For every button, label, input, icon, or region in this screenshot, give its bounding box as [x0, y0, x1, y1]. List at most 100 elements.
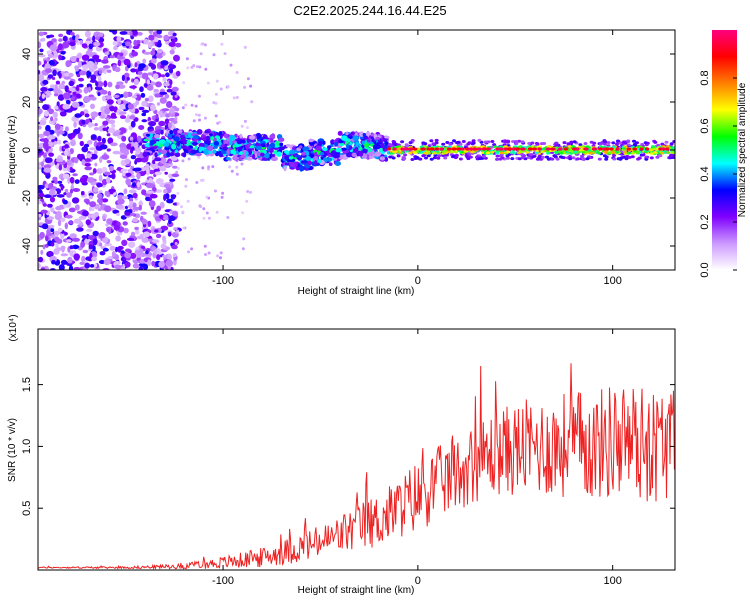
- spectrogram-point: [632, 139, 636, 143]
- spectrogram-point: [136, 181, 141, 188]
- spectrogram-point: [194, 152, 202, 157]
- spectrogram-point: [664, 140, 669, 144]
- spectrogram-point: [59, 145, 63, 152]
- spectrogram-point: [97, 92, 101, 97]
- spectrogram-point: [125, 248, 132, 253]
- spectrogram-point: [154, 134, 160, 139]
- spectrogram-point: [404, 150, 409, 153]
- spectrogram-point: [52, 119, 57, 124]
- spectrogram-point: [62, 35, 68, 42]
- spectrogram-point: [59, 111, 67, 117]
- spectrogram-point: [69, 41, 76, 47]
- spectrogram-point: [42, 79, 49, 85]
- spectrogram-point: [38, 262, 41, 269]
- spectrogram-point: [139, 86, 144, 93]
- spectrogram-point: [250, 100, 254, 104]
- spectrogram-point: [335, 148, 342, 153]
- spectrogram-point: [48, 152, 54, 157]
- spectrogram-point: [103, 259, 111, 266]
- spectrogram-point: [603, 140, 608, 144]
- spectrogram-point: [88, 244, 93, 250]
- spectrogram-point: [173, 129, 177, 136]
- spectrogram-point: [147, 95, 154, 103]
- spectrogram-point: [176, 191, 180, 195]
- spectrogram-point: [572, 140, 577, 144]
- spectrogram-point: [182, 226, 186, 230]
- spectrogram-point: [220, 42, 224, 46]
- spectrogram-point: [58, 83, 65, 90]
- spectrogram-point: [125, 178, 132, 186]
- spectrogram-y-label: Frequency (Hz): [7, 116, 18, 185]
- spectrogram-point: [98, 232, 106, 239]
- spectrogram-point: [460, 150, 464, 154]
- spectrogram-point: [130, 155, 137, 160]
- colorbar-tick-label: 0.4: [699, 166, 711, 181]
- spectrogram-point: [171, 122, 175, 129]
- spectrogram-point: [545, 155, 549, 159]
- spectrogram-point: [514, 140, 519, 144]
- spectrogram-point: [340, 135, 348, 141]
- spectrogram-point: [611, 151, 616, 154]
- spectrogram-point: [43, 110, 50, 117]
- spectrogram-point: [631, 152, 635, 155]
- spectrogram-point: [52, 176, 58, 181]
- spectrogram-point: [58, 264, 65, 270]
- spectrogram-point: [55, 242, 59, 249]
- spectrogram-point: [86, 60, 95, 68]
- spectrogram-point: [64, 222, 69, 230]
- spectrogram-point: [60, 259, 68, 265]
- spectrogram-point: [68, 87, 76, 92]
- spectrogram-point: [408, 151, 413, 155]
- spectrogram-point: [540, 155, 545, 159]
- spectrogram-point: [420, 147, 426, 151]
- spectrogram-point: [118, 127, 127, 134]
- spectrogram-point: [520, 156, 525, 160]
- spectrogram-point: [51, 38, 57, 43]
- spectrogram-point: [62, 173, 70, 179]
- spectrogram-point: [355, 141, 359, 147]
- spectrogram-point: [154, 129, 162, 134]
- spectrogram-point: [137, 142, 143, 146]
- spectrogram-point: [99, 144, 108, 150]
- spectrogram-point: [194, 145, 199, 151]
- spectrogram-point: [611, 141, 616, 145]
- spectrogram-point: [62, 199, 68, 205]
- spectrogram-point: [248, 149, 252, 156]
- spectrogram-point: [542, 142, 547, 145]
- spectrogram-point: [46, 232, 53, 237]
- spectrogram-point: [445, 141, 450, 144]
- spectrogram-point: [142, 151, 148, 157]
- spectrogram-point: [70, 32, 75, 36]
- spectrogram-point: [317, 158, 322, 164]
- spectrogram-point: [123, 58, 131, 66]
- spectrogram-point: [176, 166, 180, 170]
- spectrogram-point: [69, 167, 73, 171]
- spectrogram-point: [93, 149, 98, 156]
- spectrogram-point: [169, 178, 176, 182]
- spectrogram-point: [50, 207, 55, 213]
- spectrogram-point: [671, 146, 675, 149]
- spectrogram-point: [129, 252, 137, 259]
- spectrogram-point: [131, 182, 137, 188]
- spectrogram-point: [131, 146, 135, 151]
- spectrogram-point: [110, 142, 118, 147]
- spectrogram-point: [201, 178, 205, 182]
- spectrogram-point: [54, 236, 60, 242]
- spectrogram-point: [563, 147, 569, 151]
- spectrogram-point: [441, 142, 446, 146]
- spectrogram-point: [456, 140, 461, 144]
- spectrogram-point: [495, 154, 500, 158]
- spectrogram-point: [154, 229, 159, 233]
- spectrogram-point: [146, 79, 150, 85]
- spectrogram-point: [83, 143, 90, 148]
- spectrogram-point: [129, 212, 135, 216]
- spectrogram-point: [64, 144, 69, 149]
- spectrogram-point: [228, 165, 232, 169]
- spectrogram-point: [338, 142, 345, 147]
- spectrogram-point: [477, 138, 482, 142]
- spectrogram-point: [154, 93, 160, 98]
- spectrogram-point: [124, 158, 130, 165]
- spectrogram-point: [155, 233, 162, 239]
- spectrogram-point: [232, 144, 236, 149]
- spectrogram-point: [115, 204, 124, 210]
